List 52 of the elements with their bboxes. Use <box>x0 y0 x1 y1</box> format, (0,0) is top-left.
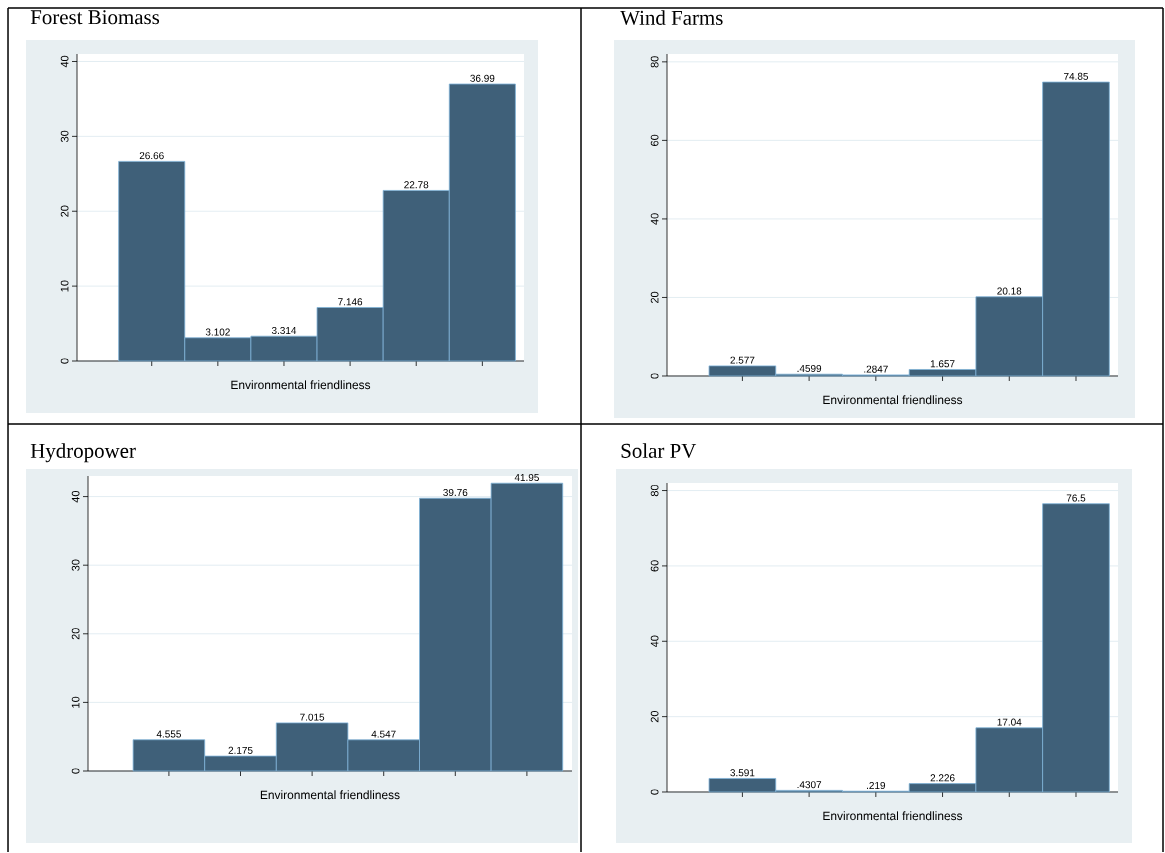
y-tick-label: 30 <box>60 130 69 143</box>
data-label: 7.146 <box>338 298 363 306</box>
data-label: .2847 <box>864 365 888 373</box>
chart-title: Hydropower <box>30 443 136 463</box>
y-tick-label: 20 <box>60 205 69 217</box>
data-label: 41.95 <box>514 474 539 482</box>
x-axis-title: Environmental friendliness <box>823 811 963 821</box>
y-tick-label: 0 <box>71 768 80 774</box>
data-label: 4.555 <box>156 730 181 738</box>
data-label: 20.18 <box>997 287 1022 295</box>
x-axis-title: Environmental friendliness <box>260 790 400 800</box>
y-tick-label: 60 <box>650 560 659 572</box>
chart-title: Forest Biomass <box>30 10 160 25</box>
y-tick-label: 80 <box>650 485 659 497</box>
y-tick-label: 20 <box>650 291 659 304</box>
data-label: 4.547 <box>371 730 396 738</box>
data-label: 39.76 <box>443 489 468 497</box>
y-tick-label: 40 <box>650 635 659 648</box>
data-label: .4599 <box>797 365 822 373</box>
y-tick-label: 40 <box>60 55 69 68</box>
y-tick-label: 30 <box>71 559 80 571</box>
data-label: 76.5 <box>1066 494 1086 502</box>
y-tick-label: 60 <box>650 134 659 147</box>
y-tick-label: 20 <box>71 628 80 640</box>
y-tick-label: 0 <box>60 358 69 364</box>
data-label: 3.314 <box>271 327 297 335</box>
data-label: .4307 <box>797 781 822 789</box>
data-label: 22.78 <box>404 181 429 189</box>
chart-title: Wind Farms <box>620 10 723 26</box>
data-label: 1.657 <box>930 360 955 368</box>
y-tick-label: 20 <box>650 711 659 723</box>
y-tick-label: 0 <box>650 373 659 379</box>
data-label: 26.66 <box>139 152 164 160</box>
data-label: 3.102 <box>205 328 230 336</box>
y-tick-label: 10 <box>71 696 80 708</box>
chart-title: Solar PV <box>621 443 697 459</box>
data-label: .219 <box>867 782 886 790</box>
x-axis-title: Environmental friendliness <box>231 380 371 390</box>
y-tick-label: 0 <box>650 789 659 795</box>
data-label: 2.577 <box>730 356 755 364</box>
data-label: 2.175 <box>228 746 253 754</box>
x-axis-title: Environmental friendliness <box>823 395 963 405</box>
data-label: 3.591 <box>730 769 755 777</box>
y-tick-label: 10 <box>60 280 69 292</box>
data-label: 2.226 <box>930 774 955 782</box>
y-tick-label: 40 <box>71 491 80 503</box>
y-tick-label: 80 <box>650 56 659 68</box>
data-label: 74.85 <box>1064 72 1089 80</box>
data-label: 7.015 <box>300 713 325 721</box>
y-tick-label: 40 <box>650 213 659 225</box>
data-label: 17.04 <box>997 718 1022 726</box>
data-label: 36.99 <box>470 74 495 82</box>
